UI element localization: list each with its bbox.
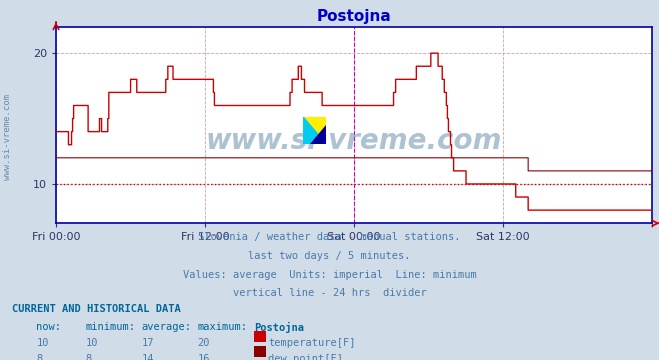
Text: Slovenia / weather data - manual stations.: Slovenia / weather data - manual station… <box>198 232 461 242</box>
Polygon shape <box>303 117 326 144</box>
Text: vertical line - 24 hrs  divider: vertical line - 24 hrs divider <box>233 288 426 298</box>
Text: last two days / 5 minutes.: last two days / 5 minutes. <box>248 251 411 261</box>
Text: dew point[F]: dew point[F] <box>268 354 343 360</box>
Text: Values: average  Units: imperial  Line: minimum: Values: average Units: imperial Line: mi… <box>183 270 476 280</box>
Text: CURRENT AND HISTORICAL DATA: CURRENT AND HISTORICAL DATA <box>12 304 181 314</box>
Text: www.si-vreme.com: www.si-vreme.com <box>3 94 13 180</box>
Text: minimum:: minimum: <box>86 322 136 332</box>
Text: www.si-vreme.com: www.si-vreme.com <box>206 127 502 155</box>
Text: 14: 14 <box>142 354 154 360</box>
Polygon shape <box>310 125 326 144</box>
Title: Postojna: Postojna <box>317 9 391 24</box>
Text: 17: 17 <box>142 338 154 348</box>
Text: 10: 10 <box>86 338 98 348</box>
Text: now:: now: <box>36 322 61 332</box>
Text: 10: 10 <box>36 338 49 348</box>
Polygon shape <box>303 117 326 144</box>
Text: Postojna: Postojna <box>254 322 304 333</box>
Text: 8: 8 <box>86 354 92 360</box>
Text: 8: 8 <box>36 354 42 360</box>
Text: maximum:: maximum: <box>198 322 248 332</box>
Text: temperature[F]: temperature[F] <box>268 338 356 348</box>
Text: 16: 16 <box>198 354 210 360</box>
Text: 20: 20 <box>198 338 210 348</box>
Text: average:: average: <box>142 322 192 332</box>
